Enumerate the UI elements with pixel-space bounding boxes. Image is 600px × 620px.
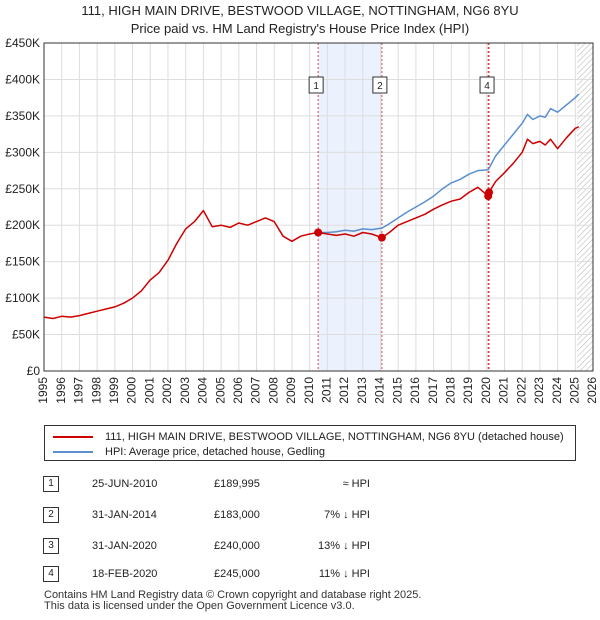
- title-line-2: Price paid vs. HM Land Registry's House …: [130, 21, 470, 36]
- sale-marker-box: 2: [372, 76, 388, 94]
- x-tick-label: 2007: [249, 377, 263, 404]
- chart-title: 111, HIGH MAIN DRIVE, BESTWOOD VILLAGE, …: [0, 2, 600, 38]
- x-tick-label: 2001: [142, 377, 156, 404]
- y-tick-label: £200K: [5, 218, 40, 232]
- y-tick-label: £50K: [12, 328, 40, 342]
- x-tick-label: 2020: [479, 377, 493, 404]
- y-tick-label: £450K: [5, 36, 40, 50]
- sale-marker-box: 4: [479, 76, 495, 94]
- x-tick-label: 2014: [373, 377, 387, 404]
- sale-marker-label: 1: [313, 81, 319, 92]
- x-tick-label: 2006: [231, 377, 245, 404]
- table-row: 1 25-JUN-2010 £189,995 ≈ HPI: [0, 476, 600, 494]
- title-line-1: 111, HIGH MAIN DRIVE, BESTWOOD VILLAGE, …: [81, 3, 519, 18]
- y-tick-label: £300K: [5, 145, 40, 159]
- y-tick-label: £350K: [5, 109, 40, 123]
- x-axis-ticks: 1995 1996 1997 1998 1999 2000 2001 2002 2003 2004…: [36, 377, 599, 404]
- table-row: 2 31-JAN-2014 £183,000 7% ↓ HPI: [0, 507, 600, 525]
- sale-number-badge: 4: [43, 566, 59, 582]
- footer-line-1: Contains HM Land Registry data © Crown c…: [44, 589, 422, 601]
- y-tick-label: £0: [27, 364, 41, 378]
- series-lines: [43, 93, 580, 320]
- legend-swatch-hpi: [53, 451, 93, 453]
- sale-number-badge: 3: [43, 538, 59, 554]
- x-tick-label: 2011: [320, 377, 334, 403]
- x-tick-label: 2016: [408, 377, 422, 404]
- x-tick-label: 2002: [160, 377, 174, 404]
- x-tick-label: 2009: [284, 377, 298, 404]
- x-tick-label: 2010: [302, 377, 316, 404]
- forecast-hatch: [577, 43, 593, 371]
- sale-number-badge: 1: [43, 476, 59, 492]
- x-tick-label: 1995: [36, 377, 50, 404]
- sale-number-badge: 2: [43, 507, 59, 523]
- legend-label-property: 111, HIGH MAIN DRIVE, BESTWOOD VILLAGE, …: [105, 431, 564, 443]
- x-tick-label: 1998: [89, 377, 103, 404]
- sale-point: [377, 233, 386, 242]
- sale-date: 31-JAN-2014: [92, 509, 157, 521]
- y-tick-label: £250K: [5, 182, 40, 196]
- sale-point: [485, 188, 494, 197]
- sale-date: 31-JAN-2020: [92, 540, 157, 552]
- sale-marker-frame: [479, 76, 495, 94]
- grid-lines: [43, 42, 594, 372]
- sale-marker-boxes: 1 2 4: [308, 76, 495, 94]
- x-tick-label: 2017: [426, 377, 440, 404]
- plot-frame: [43, 42, 594, 372]
- sale-point: [314, 228, 323, 237]
- legend-swatch-property: [53, 436, 93, 438]
- sale-hpi-relation: ≈ HPI: [342, 478, 370, 490]
- x-tick-label: 2000: [125, 377, 139, 404]
- sale-points: [314, 188, 494, 242]
- footer-line-2: This data is licensed under the Open Gov…: [44, 600, 355, 612]
- footer-notice: Contains HM Land Registry data © Crown c…: [44, 590, 421, 612]
- x-tick-label: 2008: [266, 377, 280, 404]
- x-tick-label: 2015: [390, 377, 404, 404]
- sale-date: 18-FEB-2020: [92, 568, 158, 580]
- x-tick-label: 2005: [213, 377, 227, 404]
- sale-price: £183,000: [214, 509, 260, 521]
- series-line-hpi: [318, 93, 580, 234]
- sale-hpi-relation: 11% ↓ HPI: [318, 568, 370, 580]
- x-tick-label: 2022: [514, 377, 528, 404]
- x-tick-label: 2025: [567, 377, 581, 404]
- sale-hpi-relation: 7% ↓ HPI: [324, 509, 370, 521]
- x-tick-label: 2026: [585, 377, 599, 404]
- legend: 111, HIGH MAIN DRIVE, BESTWOOD VILLAGE, …: [44, 425, 576, 461]
- x-tick-label: 2021: [497, 377, 511, 404]
- x-tick-label: 1997: [72, 377, 86, 404]
- sale-marker-label: 2: [377, 81, 383, 92]
- x-tick-label: 2012: [337, 377, 351, 404]
- sale-vertical-lines: [317, 43, 490, 371]
- sale-date: 25-JUN-2010: [92, 478, 158, 490]
- legend-label-hpi: HPI: Average price, detached house, Gedl…: [105, 446, 325, 458]
- x-tick-label: 2018: [443, 377, 457, 404]
- x-tick-label: 2003: [178, 377, 192, 404]
- y-tick-label: £100K: [5, 291, 40, 305]
- table-row: 4 18-FEB-2020 £245,000 11% ↓ HPI: [0, 566, 600, 584]
- y-tick-label: £150K: [5, 255, 40, 269]
- x-tick-label: 2013: [355, 377, 369, 404]
- y-axis-ticks: £0 £50K £100K £150K £200K £250K £300K £350K £400…: [5, 36, 40, 378]
- x-tick-label: 2019: [461, 377, 475, 404]
- sale-marker-frame: [308, 76, 324, 94]
- x-tick-label: 2024: [550, 377, 564, 404]
- sale-marker-box: 1: [308, 76, 324, 94]
- x-tick-label: 1996: [54, 377, 68, 404]
- x-tick-label: 2023: [532, 377, 546, 404]
- sale-marker-label: 4: [484, 81, 490, 92]
- table-row: 3 31-JAN-2020 £240,000 13% ↓ HPI: [0, 538, 600, 556]
- x-tick-label: 1999: [107, 377, 121, 404]
- sale-hpi-relation: 13% ↓ HPI: [318, 540, 370, 552]
- sale-price: £240,000: [214, 540, 260, 552]
- shaded-period: [318, 43, 382, 371]
- x-tick-label: 2004: [196, 377, 210, 404]
- y-tick-label: £400K: [5, 72, 40, 86]
- price-chart: 1 2 4 £0 £50K £100K £150K £200K £250K £300K £350K…: [5, 36, 599, 404]
- series-line-property: [43, 126, 580, 320]
- sale-marker-frame: [372, 76, 388, 94]
- sale-price: £189,995: [214, 478, 260, 490]
- sale-price: £245,000: [214, 568, 260, 580]
